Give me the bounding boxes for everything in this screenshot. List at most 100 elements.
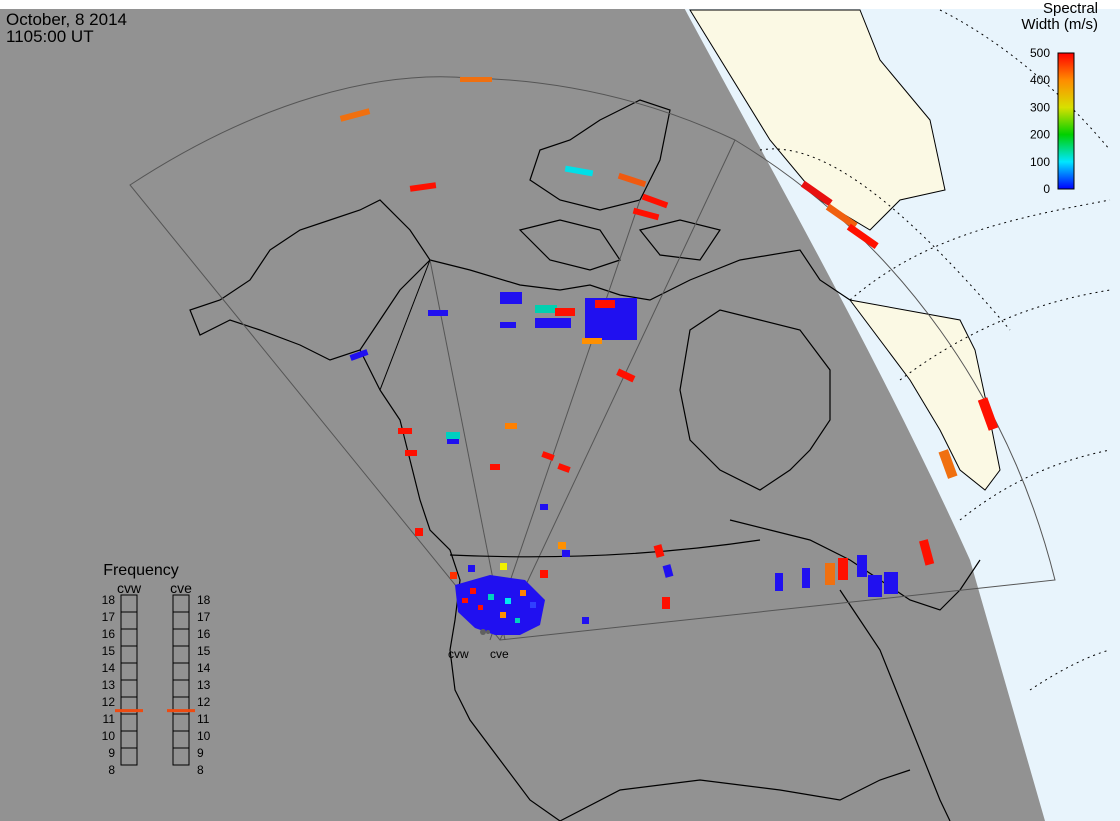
colorbar-gradient xyxy=(1057,52,1075,190)
echo-cell xyxy=(884,572,898,594)
date-label: October, 8 2014 xyxy=(6,10,127,29)
echo-cell xyxy=(632,207,660,221)
site-marker-cve xyxy=(486,630,490,634)
echo-cell xyxy=(446,432,460,439)
echo-cell xyxy=(938,449,958,479)
colorbar-tick-label: 100 xyxy=(1030,155,1050,169)
east-coast-outline xyxy=(839,589,951,821)
echo-cell xyxy=(595,300,615,308)
freq-tick-label: 16 xyxy=(102,627,116,641)
echo-cell xyxy=(339,108,371,122)
echo-cell xyxy=(825,563,835,585)
echo-cell xyxy=(868,575,882,597)
latitude-grid xyxy=(759,9,1111,691)
echo-cell xyxy=(977,397,999,431)
colorbar-title-line1: Spectral xyxy=(1043,0,1098,17)
echo-cell xyxy=(617,172,647,188)
freq-tick-label: 11 xyxy=(197,712,210,726)
echo-cell xyxy=(558,542,566,549)
freq-tick-label: 14 xyxy=(102,661,116,675)
freq-scale-box xyxy=(172,747,190,766)
echo-cell xyxy=(405,450,417,456)
time-label: 1105:00 UT xyxy=(6,27,94,46)
freq-tick-label: 13 xyxy=(102,678,116,692)
echo-cell xyxy=(460,77,492,82)
radar-sites: cvw cve xyxy=(448,629,509,661)
echo-cell xyxy=(582,617,589,624)
freq-scale-box xyxy=(120,747,138,766)
colorbar-tick-label: 200 xyxy=(1030,128,1050,142)
freq-tick-label: 9 xyxy=(197,746,204,760)
echo-cell xyxy=(490,464,500,470)
echo-cell xyxy=(838,558,848,580)
echo-cell xyxy=(662,564,674,578)
echo-cell xyxy=(398,428,412,434)
echo-cell xyxy=(557,463,571,473)
freq-tick-label: 18 xyxy=(197,593,211,607)
colorbar-tick-label: 0 xyxy=(1043,182,1050,196)
freq-radar-label-cvw: cvw xyxy=(117,580,142,596)
site-marker-cvw xyxy=(480,629,486,635)
echo-cell xyxy=(857,555,867,577)
echo-cell xyxy=(535,318,571,328)
freq-tick-label: 17 xyxy=(102,610,116,624)
spectral-width-colorbar: Spectral Width (m/s) 500 400 300 200 100 0 xyxy=(1021,0,1098,196)
echo-cell xyxy=(825,203,858,230)
radar-fov-outline xyxy=(129,76,1056,641)
colorbar-tick-labels: 500 400 300 200 100 0 xyxy=(1030,46,1050,196)
radar-near-range-cluster xyxy=(455,575,545,635)
echo-cell xyxy=(500,322,516,328)
freq-tick-label: 14 xyxy=(197,661,211,675)
freq-tick-label: 15 xyxy=(197,644,211,658)
site-label-cve: cve xyxy=(490,647,509,661)
colorbar-tick-label: 300 xyxy=(1030,100,1050,114)
echo-cell xyxy=(562,550,570,557)
echo-cell xyxy=(540,570,548,578)
echo-cell xyxy=(800,180,833,207)
echo-cell xyxy=(846,223,879,250)
freq-tick-label: 8 xyxy=(197,763,204,777)
echo-cell xyxy=(415,528,423,536)
freq-radar-label-cve: cve xyxy=(170,580,192,596)
greenland-day-land xyxy=(689,9,946,231)
colorbar-tick-label: 400 xyxy=(1030,73,1050,87)
colorbar-title-line2: Width (m/s) xyxy=(1021,16,1098,33)
echo-cell xyxy=(540,504,548,510)
freq-tick-label: 8 xyxy=(108,763,115,777)
echo-cell xyxy=(535,305,557,313)
freq-tick-label: 16 xyxy=(197,627,211,641)
site-label-cvw: cvw xyxy=(448,647,469,661)
echo-cell xyxy=(468,565,475,572)
echo-cell xyxy=(653,544,665,558)
freq-tick-label: 10 xyxy=(102,729,116,743)
echo-cell xyxy=(349,349,369,361)
freq-tick-label: 15 xyxy=(102,644,116,658)
echo-cell xyxy=(582,338,602,344)
freq-tick-label: 12 xyxy=(197,695,211,709)
freq-tick-label: 11 xyxy=(103,712,116,726)
echo-cell xyxy=(555,308,575,316)
frequency-title: Frequency xyxy=(103,562,179,579)
echo-cell xyxy=(428,310,448,316)
freq-tick-label: 18 xyxy=(102,593,116,607)
echo-cell xyxy=(505,423,517,429)
echo-cell xyxy=(500,292,522,304)
boundary-line xyxy=(379,259,431,391)
frequency-panel: Frequency cvw cve 18 17 16 15 14 13 12 11 10 9 8 18… xyxy=(102,562,211,777)
nightside-region xyxy=(0,0,1045,821)
top-margin xyxy=(0,0,1120,9)
freq-tick-label: 10 xyxy=(197,729,211,743)
freq-tick-label: 13 xyxy=(197,678,211,692)
echo-cell xyxy=(447,439,459,444)
echo-cell xyxy=(541,451,555,461)
labrador-day-land xyxy=(848,299,1001,491)
echo-cell xyxy=(616,368,636,383)
echo-cell xyxy=(775,573,783,591)
freq-tick-label: 9 xyxy=(108,746,115,760)
echo-cell xyxy=(500,563,507,570)
echo-cell xyxy=(450,572,457,579)
arctic-islands-outline xyxy=(529,99,671,211)
echo-cell xyxy=(564,165,594,177)
